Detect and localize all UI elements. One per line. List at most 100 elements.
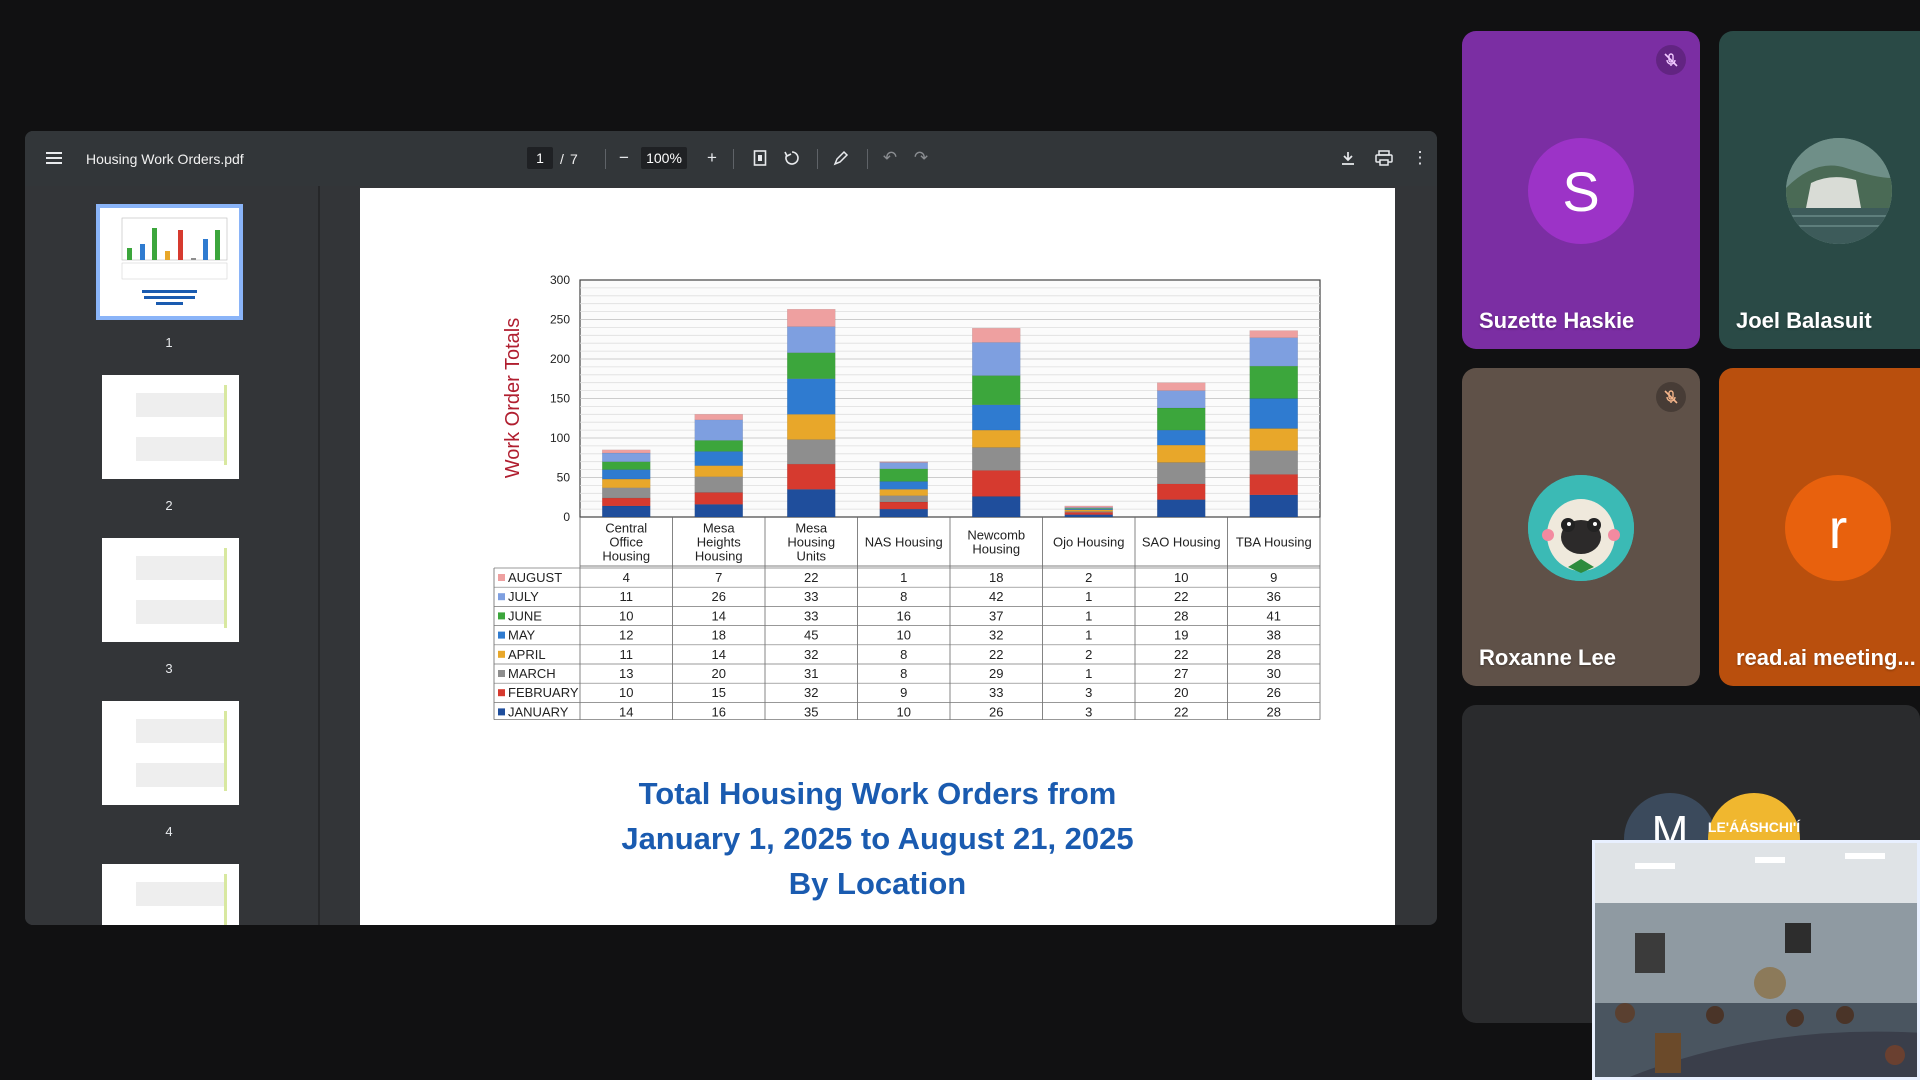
annotate-pen-icon[interactable] <box>828 145 854 171</box>
thumbnail-page-number: 2 <box>165 498 173 513</box>
bar-segment <box>1249 337 1298 367</box>
participant-name: Joel Balasuit <box>1736 308 1872 333</box>
table-cell-value: 26 <box>989 704 1003 719</box>
category-label: Mesa Housing Units <box>787 521 835 564</box>
page-thumbnail-2[interactable] <box>102 375 239 479</box>
table-cell-value: 41 <box>1267 608 1281 623</box>
bar-segment <box>694 419 743 441</box>
table-cell-value: 10 <box>897 704 911 719</box>
table-cell-value: 16 <box>712 704 726 719</box>
page-thumbnail-5[interactable] <box>102 864 239 925</box>
bar-segment <box>1249 365 1298 399</box>
menu-icon[interactable] <box>41 145 67 171</box>
chart-title-line: Total Housing Work Orders from <box>638 776 1117 811</box>
bar-segment <box>1157 444 1206 463</box>
bar-segment <box>602 452 651 462</box>
bar-segment <box>787 439 836 465</box>
table-cell-value: 29 <box>989 666 1003 681</box>
table-cell-value: 9 <box>1270 570 1277 585</box>
zoom-in-icon[interactable]: + <box>707 148 717 167</box>
bar-segment <box>972 375 1021 406</box>
table-cell-value: 26 <box>712 589 726 604</box>
table-cell-value: 10 <box>619 608 633 623</box>
redo-icon[interactable]: ↷ <box>913 148 929 167</box>
bar-segment <box>1157 390 1206 409</box>
page-number-input[interactable]: 1 <box>527 147 553 169</box>
y-axis-label: Work Order Totals <box>502 318 524 478</box>
more-options-icon[interactable]: ⋮ <box>1411 148 1429 167</box>
bar-segment <box>972 447 1021 471</box>
bar-segment <box>879 501 928 510</box>
bar-segment <box>972 496 1021 518</box>
chart-title-line: By Location <box>788 866 967 901</box>
participant-tile[interactable]: Roxanne Lee <box>1462 368 1700 686</box>
table-cell-value: 10 <box>1174 570 1188 585</box>
table-cell-value: 8 <box>900 589 907 604</box>
y-tick-label: 200 <box>550 352 570 366</box>
legend-label: MAY <box>508 628 536 643</box>
table-cell-value: 13 <box>619 666 633 681</box>
bar-segment <box>879 481 928 490</box>
avatar: S <box>1528 138 1634 244</box>
zoom-input[interactable]: 100% <box>641 147 687 169</box>
participant-tile[interactable]: Joel Balasuit <box>1719 31 1920 349</box>
table-cell-value: 12 <box>619 628 633 643</box>
avatar <box>1528 475 1634 581</box>
toolbar-divider <box>867 149 868 169</box>
toolbar-divider <box>733 149 734 169</box>
rotate-icon[interactable] <box>779 145 805 171</box>
participant-tile[interactable]: S Suzette Haskie <box>1462 31 1700 349</box>
table-cell-value: 18 <box>712 628 726 643</box>
toolbar-divider <box>605 149 606 169</box>
page-thumbnail-1[interactable] <box>96 204 243 320</box>
table-cell-value: 27 <box>1174 666 1188 681</box>
table-cell-value: 10 <box>619 685 633 700</box>
table-cell-value: 1 <box>1085 608 1092 623</box>
chart-title-line: January 1, 2025 to August 21, 2025 <box>621 821 1134 856</box>
table-cell-value: 22 <box>989 647 1003 662</box>
table-cell-value: 20 <box>712 666 726 681</box>
table-cell-value: 3 <box>1085 704 1092 719</box>
table-cell-value: 11 <box>620 589 634 604</box>
pdf-page: Work Order Totals 0 50 100 150 200 250 300 Cen… <box>360 188 1395 925</box>
fit-page-icon[interactable] <box>747 145 773 171</box>
bar-segment <box>787 326 836 353</box>
undo-icon[interactable]: ↶ <box>882 148 898 167</box>
bar-segment <box>1157 429 1206 446</box>
bar-segment <box>879 508 928 518</box>
zoom-out-icon[interactable]: − <box>619 148 629 167</box>
bar-segment <box>694 492 743 505</box>
legend-label: MARCH <box>508 666 556 681</box>
bar-segment <box>787 414 836 440</box>
chart-title: Total Housing Work Orders from January 1… <box>360 771 1395 906</box>
thumbnail-page-number: 3 <box>165 661 173 676</box>
download-icon[interactable] <box>1335 145 1361 171</box>
category-label: Central Office Housing <box>602 521 650 564</box>
table-cell-value: 14 <box>712 608 726 623</box>
legend-label: JANUARY <box>508 704 569 719</box>
table-cell-value: 32 <box>804 647 818 662</box>
bar-segment <box>602 487 651 499</box>
legend-label: AUGUST <box>508 570 562 585</box>
participant-name: Roxanne Lee <box>1479 645 1616 670</box>
legend-key <box>498 670 505 677</box>
self-view-video[interactable] <box>1592 840 1920 1080</box>
bar-segment <box>1249 398 1298 429</box>
bar-segment <box>1249 450 1298 475</box>
category-label: NAS Housing <box>865 535 943 550</box>
bar-segment <box>879 462 928 470</box>
bar-segment <box>1249 330 1298 338</box>
legend-key <box>498 631 505 639</box>
page-thumbnail-4[interactable] <box>102 701 239 805</box>
legend-label: JULY <box>508 589 539 604</box>
print-icon[interactable] <box>1371 145 1397 171</box>
table-cell-value: 1 <box>1085 628 1092 643</box>
table-cell-value: 18 <box>989 570 1003 585</box>
table-cell-value: 42 <box>989 589 1003 604</box>
table-cell-value: 2 <box>1085 570 1092 585</box>
page-thumbnail-3[interactable] <box>102 538 239 642</box>
bar-segment <box>602 478 651 488</box>
table-cell-value: 22 <box>1174 647 1188 662</box>
participant-tile[interactable]: r read.ai meeting... <box>1719 368 1920 686</box>
bar-segment <box>602 449 651 454</box>
